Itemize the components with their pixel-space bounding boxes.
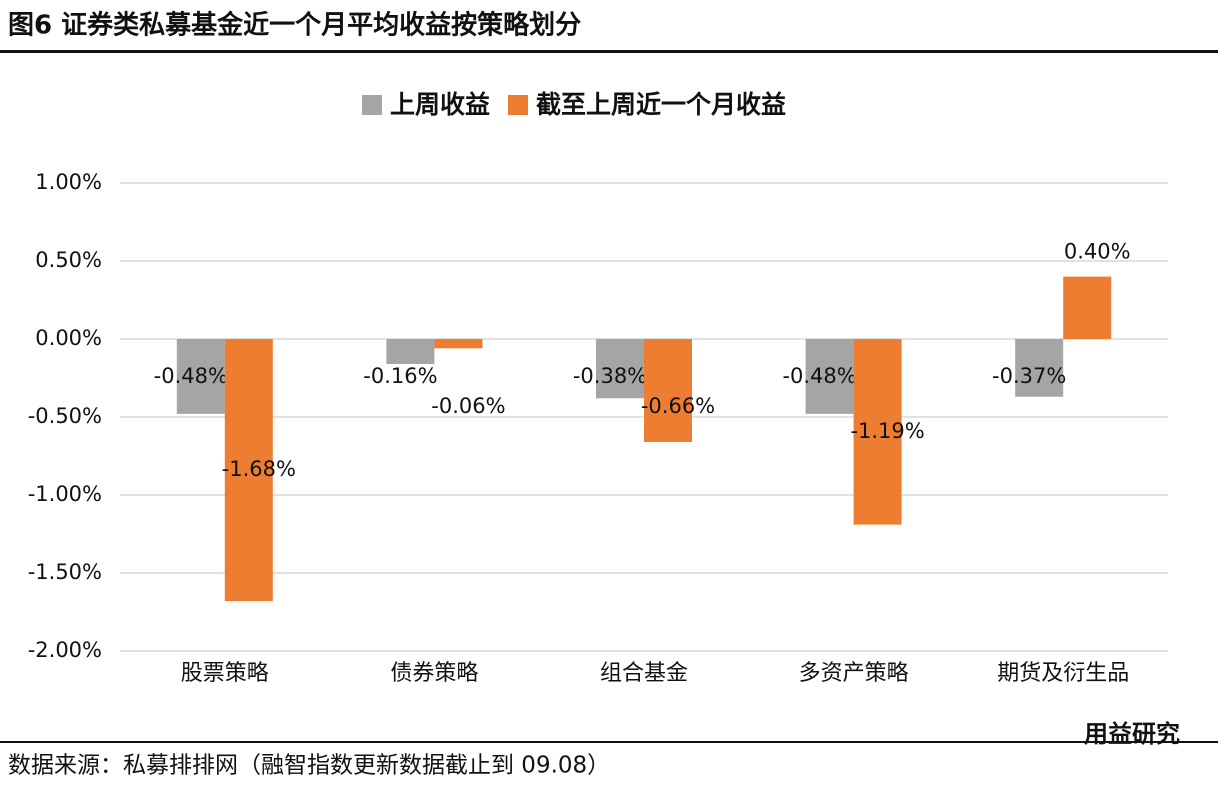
y-tick-label: -0.50% — [28, 404, 102, 428]
x-tick-label: 股票策略 — [181, 661, 269, 686]
x-tick-label: 多资产策略 — [799, 661, 909, 686]
x-tick-label: 债券策略 — [390, 661, 478, 686]
source: 数据来源：私募排排网（融智指数更新数据截止到 09.08） — [8, 753, 610, 779]
data-label: -0.48% — [154, 364, 228, 388]
legend-swatch — [362, 95, 382, 115]
data-label: -0.66% — [641, 394, 715, 418]
data-label: -0.37% — [992, 364, 1066, 388]
bar — [1063, 276, 1112, 339]
data-label: 0.40% — [1064, 240, 1131, 264]
y-tick-label: 1.00% — [35, 170, 102, 194]
data-label: -1.68% — [222, 457, 296, 481]
legend-label: 上周收益 — [390, 90, 490, 119]
y-tick-label: -1.00% — [28, 482, 102, 506]
x-tick-label: 组合基金 — [600, 661, 688, 686]
y-tick-label: -2.00% — [28, 638, 102, 662]
y-tick-label: 0.50% — [35, 248, 102, 272]
bar — [176, 339, 225, 414]
bar — [596, 339, 644, 399]
data-label: -0.38% — [573, 364, 647, 388]
source-rule — [0, 741, 1218, 743]
data-label: -0.16% — [363, 364, 437, 388]
data-label: -0.06% — [431, 394, 505, 418]
chart-title: 图6 证券类私募基金近一个月平均收益按策略划分 — [8, 10, 581, 41]
bar — [386, 339, 435, 364]
legend-swatch — [508, 95, 529, 115]
bar — [1015, 339, 1064, 397]
y-tick-label: -1.50% — [28, 560, 102, 584]
data-label: -0.48% — [782, 364, 856, 388]
y-tick-label: 0.00% — [35, 326, 102, 350]
legend-label: 截至上周近一个月收益 — [536, 90, 786, 119]
bar — [805, 339, 854, 414]
bar — [434, 339, 483, 349]
title-rule — [0, 50, 1218, 53]
bar — [853, 339, 902, 525]
watermark: 用益研究 — [1084, 720, 1180, 748]
x-tick-label: 期货及衍生品 — [997, 661, 1129, 686]
bar — [224, 339, 273, 602]
data-label: -1.19% — [850, 419, 924, 443]
bar — [644, 339, 692, 442]
